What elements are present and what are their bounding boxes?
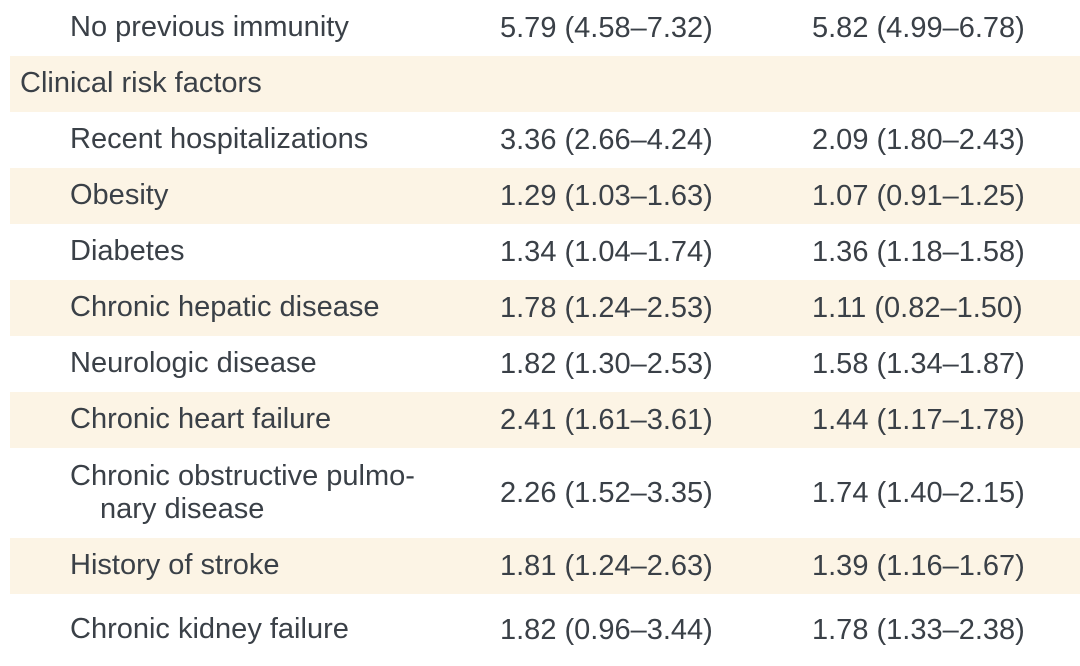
row-label: Chronic obstructive pulmo- nary disease bbox=[70, 459, 415, 525]
risk-factors-table: No previous immunity 5.79 (4.58–7.32) 5.… bbox=[10, 0, 1080, 666]
estimate-col2: 1.74 (1.40–2.15) bbox=[812, 476, 1025, 509]
table-row: Chronic obstructive pulmo- nary disease … bbox=[10, 448, 1080, 538]
table-row: Recent hospitalizations 3.36 (2.66–4.24)… bbox=[10, 112, 1080, 168]
table-row-section-header: Clinical risk factors bbox=[10, 56, 1080, 112]
row-label: History of stroke bbox=[70, 549, 280, 582]
estimate-col2: 1.39 (1.16–1.67) bbox=[812, 549, 1025, 582]
table-row: Chronic heart failure 2.41 (1.61–3.61) 1… bbox=[10, 392, 1080, 448]
estimate-col2: 1.11 (0.82–1.50) bbox=[812, 291, 1023, 324]
estimate-col1: 3.36 (2.66–4.24) bbox=[500, 123, 713, 156]
estimate-col2: 1.07 (0.91–1.25) bbox=[812, 179, 1025, 212]
table-row: Diabetes 1.34 (1.04–1.74) 1.36 (1.18–1.5… bbox=[10, 224, 1080, 280]
estimate-col2: 1.44 (1.17–1.78) bbox=[812, 403, 1025, 436]
row-label: Recent hospitalizations bbox=[70, 123, 369, 156]
row-label: Neurologic disease bbox=[70, 347, 317, 380]
table-row: Chronic hepatic disease 1.78 (1.24–2.53)… bbox=[10, 280, 1080, 336]
estimate-col1: 1.34 (1.04–1.74) bbox=[500, 235, 713, 268]
row-label: No previous immunity bbox=[70, 11, 349, 44]
row-label: Chronic heart failure bbox=[70, 403, 332, 436]
estimate-col1: 1.29 (1.03–1.63) bbox=[500, 179, 713, 212]
estimate-col2: 1.78 (1.33–2.38) bbox=[812, 613, 1025, 646]
estimate-col1: 1.81 (1.24–2.63) bbox=[500, 549, 713, 582]
row-label: Chronic hepatic disease bbox=[70, 291, 380, 324]
table-row: Chronic kidney failure 1.82 (0.96–3.44) … bbox=[10, 594, 1080, 666]
estimate-col2: 5.82 (4.99–6.78) bbox=[812, 11, 1025, 44]
estimate-col2: 1.36 (1.18–1.58) bbox=[812, 235, 1025, 268]
estimate-col1: 1.78 (1.24–2.53) bbox=[500, 291, 713, 324]
table-row: History of stroke 1.81 (1.24–2.63) 1.39 … bbox=[10, 538, 1080, 594]
row-label: Chronic kidney failure bbox=[70, 613, 349, 646]
table-row: No previous immunity 5.79 (4.58–7.32) 5.… bbox=[10, 0, 1080, 56]
estimate-col1: 2.26 (1.52–3.35) bbox=[500, 476, 713, 509]
estimate-col2: 2.09 (1.80–2.43) bbox=[812, 123, 1025, 156]
estimate-col1: 2.41 (1.61–3.61) bbox=[500, 403, 713, 436]
table-row: Neurologic disease 1.82 (1.30–2.53) 1.58… bbox=[10, 336, 1080, 392]
estimate-col1: 5.79 (4.58–7.32) bbox=[500, 11, 713, 44]
row-label: Diabetes bbox=[70, 235, 185, 268]
row-label: Obesity bbox=[70, 179, 169, 212]
section-header-label: Clinical risk factors bbox=[20, 67, 262, 100]
estimate-col1: 1.82 (1.30–2.53) bbox=[500, 347, 713, 380]
estimate-col1: 1.82 (0.96–3.44) bbox=[500, 613, 713, 646]
table-row: Obesity 1.29 (1.03–1.63) 1.07 (0.91–1.25… bbox=[10, 168, 1080, 224]
estimate-col2: 1.58 (1.34–1.87) bbox=[812, 347, 1025, 380]
